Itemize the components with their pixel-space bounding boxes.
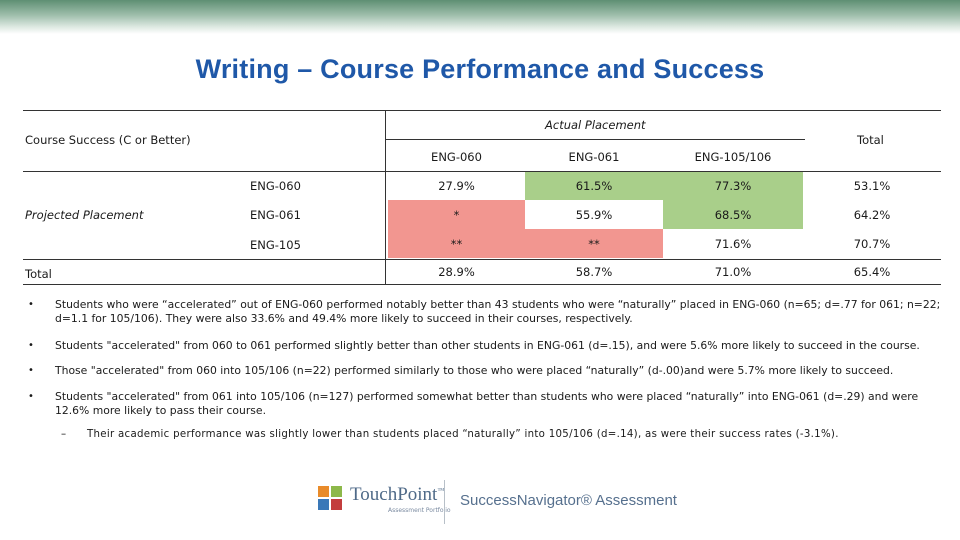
- bottom-rule: [23, 284, 941, 285]
- cell-105-total: 70.7%: [853, 236, 891, 251]
- total-row-label: Total: [25, 267, 52, 281]
- col-header-eng-061: ENG-061: [568, 150, 620, 164]
- cell-total-061: 58.7%: [575, 265, 613, 279]
- cell-total-060: 28.9%: [438, 265, 475, 279]
- cell-061-total: 64.2%: [853, 207, 891, 222]
- col-group-label: Actual Placement: [545, 118, 646, 132]
- vertical-divider: [385, 110, 386, 284]
- touchpoint-logo-icon: [318, 486, 342, 510]
- cell-105-060: **: [388, 229, 525, 258]
- cell-total-105: 71.0%: [714, 265, 752, 279]
- sub-bullet-marker: –: [61, 429, 67, 440]
- total-header: Total: [857, 133, 884, 147]
- cell-105-061: **: [525, 229, 663, 258]
- bullet-marker: •: [28, 391, 34, 402]
- touchpoint-tagline: Assessment Portfolio: [388, 507, 451, 514]
- bullet-marker: •: [28, 340, 34, 351]
- header-rule: [23, 171, 941, 172]
- cell-061-061: 55.9%: [575, 207, 613, 222]
- touchpoint-logo-text: TouchPoint™: [350, 484, 445, 505]
- logo-divider: [444, 480, 445, 524]
- bullet-text: Those "accelerated" from 060 into 105/10…: [55, 364, 894, 377]
- cell-061-060: *: [388, 200, 525, 229]
- cell-061-105: 68.5%: [663, 200, 803, 229]
- actual-placement-underline: [385, 139, 805, 140]
- row-label-eng-061: ENG-061: [250, 208, 301, 222]
- cell-060-105: 77.3%: [663, 172, 803, 200]
- successnavigator-logo-text: SuccessNavigator® Assessment: [460, 492, 677, 509]
- bullet-marker: •: [28, 365, 34, 376]
- bullet-marker: •: [28, 299, 34, 310]
- cell-060-total: 53.1%: [853, 179, 891, 193]
- bullet-text: Students who were “accelerated” out of E…: [55, 298, 941, 325]
- sub-bullet-text: Their academic performance was slightly …: [87, 429, 839, 440]
- bullet-text: Students "accelerated" from 060 to 061 p…: [55, 339, 920, 352]
- col-header-eng-060: ENG-060: [431, 150, 482, 164]
- bullet-text: Students "accelerated" from 061 into 105…: [55, 390, 919, 417]
- header-band: [0, 0, 960, 34]
- cell-total-total: 65.4%: [853, 265, 891, 279]
- slide-title: Writing – Course Performance and Success: [195, 54, 765, 84]
- success-table: Course Success (C or Better) Actual Plac…: [23, 110, 941, 285]
- row-label-eng-105: ENG-105: [250, 238, 301, 252]
- top-rule: [23, 110, 941, 111]
- col-header-eng-105-106: ENG-105/106: [694, 150, 772, 164]
- row-label-eng-060: ENG-060: [250, 179, 301, 193]
- cell-060-061: 61.5%: [525, 172, 663, 200]
- row-group-label: Course Success (C or Better): [25, 133, 191, 147]
- projected-placement-label: Projected Placement: [25, 208, 144, 222]
- total-rule: [23, 259, 941, 260]
- cell-105-105: 71.6%: [714, 236, 752, 251]
- cell-060-060: 27.9%: [438, 179, 475, 193]
- footer-logos: TouchPoint™ Assessment Portfolio Success…: [310, 478, 677, 528]
